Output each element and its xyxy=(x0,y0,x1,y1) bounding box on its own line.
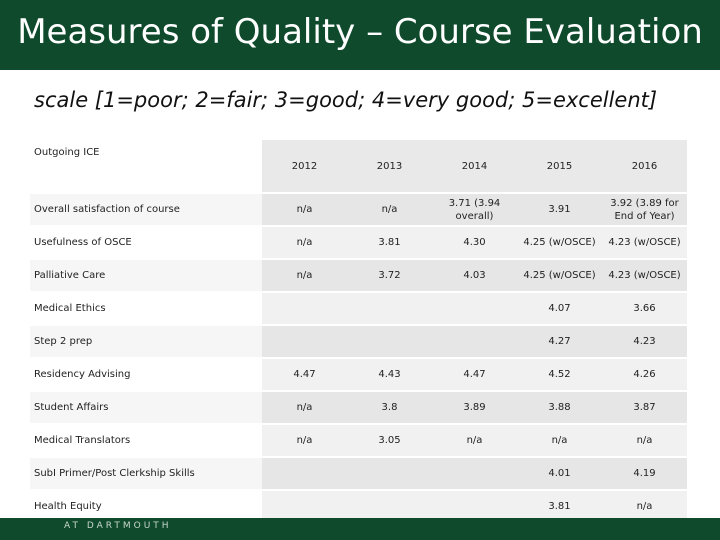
score-cell: 4.07 xyxy=(517,291,602,324)
table-row: Student Affairs n/a 3.8 3.89 3.88 3.87 xyxy=(30,390,687,423)
score-cell: 3.72 xyxy=(347,258,432,291)
evaluation-table: Outgoing ICE 2012 2013 2014 2015 2016 Overall … xyxy=(30,140,687,522)
score-cell: 4.23 (w/OSCE) xyxy=(602,258,687,291)
year-header: 2014 xyxy=(432,140,517,192)
title-bar xyxy=(0,0,720,70)
score-cell: 4.25 (w/OSCE) xyxy=(517,225,602,258)
score-cell: 3.87 xyxy=(602,390,687,423)
score-cell: 4.52 xyxy=(517,357,602,390)
score-cell: n/a xyxy=(262,390,347,423)
score-cell xyxy=(432,324,517,357)
table-row: Residency Advising 4.47 4.43 4.47 4.52 4.26 xyxy=(30,357,687,390)
score-cell xyxy=(262,456,347,489)
row-label: Medical Ethics xyxy=(30,291,262,324)
score-cell: n/a xyxy=(262,423,347,456)
score-cell: 3.81 xyxy=(517,489,602,522)
table-row: Step 2 prep 4.27 4.23 xyxy=(30,324,687,357)
score-cell xyxy=(432,489,517,522)
score-cell: n/a xyxy=(602,489,687,522)
score-cell: 4.03 xyxy=(432,258,517,291)
score-cell xyxy=(432,291,517,324)
footer-bar xyxy=(0,518,720,540)
score-cell: 4.25 (w/OSCE) xyxy=(517,258,602,291)
table-row: Palliative Care n/a 3.72 4.03 4.25 (w/OSCE) 4… xyxy=(30,258,687,291)
row-label: Health Equity xyxy=(30,489,262,522)
score-cell: 3.71 (3.94 overall) xyxy=(432,192,517,225)
row-label: Usefulness of OSCE xyxy=(30,225,262,258)
score-cell: 4.23 xyxy=(602,324,687,357)
score-cell: 4.01 xyxy=(517,456,602,489)
header-label: Outgoing ICE xyxy=(30,140,262,192)
slide-title: Measures of Quality – Course Evaluation xyxy=(17,12,703,52)
score-cell: n/a xyxy=(262,192,347,225)
score-cell: n/a xyxy=(262,258,347,291)
table-row: SubI Primer/Post Clerkship Skills 4.01 4.1… xyxy=(30,456,687,489)
score-cell: n/a xyxy=(262,225,347,258)
row-label: Residency Advising xyxy=(30,357,262,390)
score-cell: 4.47 xyxy=(262,357,347,390)
score-cell xyxy=(432,456,517,489)
score-cell: 4.19 xyxy=(602,456,687,489)
score-cell xyxy=(347,324,432,357)
table-row: Medical Translators n/a 3.05 n/a n/a n/a xyxy=(30,423,687,456)
year-header: 2013 xyxy=(347,140,432,192)
row-label: Medical Translators xyxy=(30,423,262,456)
score-cell: n/a xyxy=(602,423,687,456)
row-label: Overall satisfaction of course xyxy=(30,192,262,225)
score-cell: 3.89 xyxy=(432,390,517,423)
score-cell: n/a xyxy=(347,192,432,225)
score-cell: 3.88 xyxy=(517,390,602,423)
score-cell: 3.81 xyxy=(347,225,432,258)
header-row: Outgoing ICE 2012 2013 2014 2015 2016 xyxy=(30,140,687,192)
score-cell xyxy=(347,456,432,489)
score-cell: 3.92 (3.89 for End of Year) xyxy=(602,192,687,225)
score-cell xyxy=(262,324,347,357)
table-row: Overall satisfaction of course n/a n/a 3.71… xyxy=(30,192,687,225)
score-cell xyxy=(262,489,347,522)
subtitle: scale [1=poor; 2=fair; 3=good; 4=very go… xyxy=(34,88,658,112)
score-cell: n/a xyxy=(517,423,602,456)
row-label: Palliative Care xyxy=(30,258,262,291)
score-cell: 4.43 xyxy=(347,357,432,390)
score-cell xyxy=(347,489,432,522)
score-cell xyxy=(347,291,432,324)
year-header: 2016 xyxy=(602,140,687,192)
score-cell xyxy=(262,291,347,324)
year-header: 2012 xyxy=(262,140,347,192)
score-cell: 3.8 xyxy=(347,390,432,423)
row-label: SubI Primer/Post Clerkship Skills xyxy=(30,456,262,489)
score-cell: 3.05 xyxy=(347,423,432,456)
row-label: Step 2 prep xyxy=(30,324,262,357)
score-cell: 3.91 xyxy=(517,192,602,225)
score-cell: 4.27 xyxy=(517,324,602,357)
footer-text: AT DARTMOUTH xyxy=(64,521,172,531)
score-cell: 4.26 xyxy=(602,357,687,390)
table-row: Usefulness of OSCE n/a 3.81 4.30 4.25 (w/OSC… xyxy=(30,225,687,258)
year-header: 2015 xyxy=(517,140,602,192)
score-cell: 4.23 (w/OSCE) xyxy=(602,225,687,258)
score-cell: 3.66 xyxy=(602,291,687,324)
score-cell: n/a xyxy=(432,423,517,456)
row-label: Student Affairs xyxy=(30,390,262,423)
table-row: Health Equity 3.81 n/a xyxy=(30,489,687,522)
score-cell: 4.30 xyxy=(432,225,517,258)
table-row: Medical Ethics 4.07 3.66 xyxy=(30,291,687,324)
score-cell: 4.47 xyxy=(432,357,517,390)
